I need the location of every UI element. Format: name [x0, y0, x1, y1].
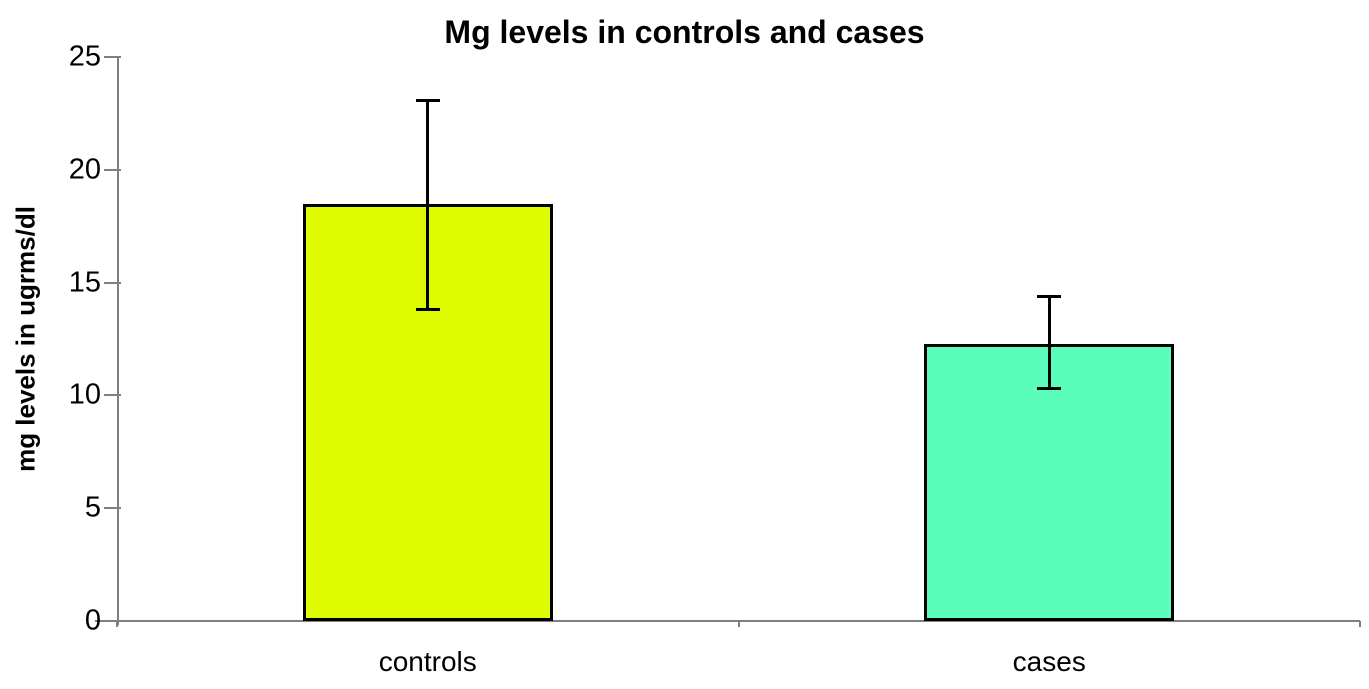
x-axis-line	[95, 620, 1360, 622]
y-tick-mark	[104, 620, 121, 622]
bar-cases	[924, 343, 1175, 621]
y-tick-mark	[104, 168, 121, 171]
y-tick-mark	[104, 56, 121, 58]
error-bar-controls	[426, 99, 430, 310]
chart-title: Mg levels in controls and cases	[444, 14, 925, 50]
y-tick-mark	[104, 507, 121, 510]
x-category-label-cases: cases	[1012, 646, 1086, 677]
plot-area	[95, 56, 1361, 627]
y-tick-label: 25	[68, 40, 101, 73]
error-bar-cap-bottom-controls	[415, 307, 440, 311]
x-tick-mark	[1359, 621, 1361, 627]
y-tick-label: 20	[68, 153, 101, 186]
y-tick-label: 0	[84, 604, 101, 637]
y-tick-label: 15	[68, 266, 101, 299]
x-category-label-controls: controls	[378, 646, 477, 677]
y-tick-label: 5	[84, 491, 101, 524]
y-axis-title: mg levels in ugrms/dl	[10, 206, 41, 472]
error-bar-cap-top-cases	[1037, 295, 1062, 299]
y-axis-line	[117, 57, 119, 625]
error-bar-cases	[1047, 296, 1051, 389]
y-tick-mark	[104, 281, 121, 284]
error-bar-cap-top-controls	[415, 98, 440, 102]
x-tick-mark	[116, 621, 118, 627]
x-tick-mark	[737, 621, 740, 627]
error-bar-cap-bottom-cases	[1037, 386, 1062, 390]
y-tick-label: 10	[68, 378, 101, 411]
y-tick-mark	[104, 394, 121, 397]
